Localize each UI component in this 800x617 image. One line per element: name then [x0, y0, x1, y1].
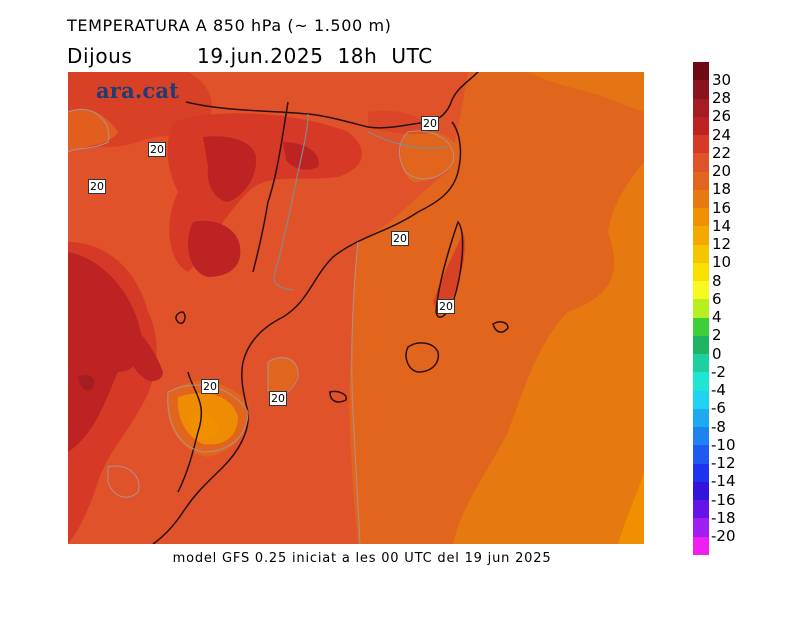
color-scale-label: 26	[712, 107, 732, 126]
color-scale-swatch	[693, 427, 709, 446]
color-scale-swatch	[693, 135, 709, 154]
color-scale-swatch	[693, 500, 709, 519]
contour-label: 20	[148, 142, 166, 157]
color-scale-swatch	[693, 244, 709, 263]
color-scale-swatch	[693, 317, 709, 336]
contour-label: 20	[421, 116, 439, 131]
aracat-logo: ara.cat	[96, 78, 180, 103]
color-scale	[693, 62, 709, 555]
color-scale-swatch	[693, 372, 709, 391]
contour-label: 20	[269, 391, 287, 406]
color-scale-label: -20	[711, 527, 736, 546]
color-scale-swatch	[693, 80, 709, 99]
color-scale-swatch	[693, 189, 709, 208]
color-scale-swatch	[693, 171, 709, 190]
contour-label: 20	[391, 231, 409, 246]
temperature-map	[68, 72, 644, 544]
color-scale-label: -4	[711, 381, 726, 400]
color-scale-label: 12	[712, 235, 732, 254]
color-scale-swatch	[693, 208, 709, 227]
color-scale-label: -2	[711, 362, 726, 381]
temperature-field	[68, 72, 644, 544]
color-scale-label: -14	[711, 472, 736, 491]
color-scale-swatch	[693, 62, 709, 81]
color-scale-swatch	[693, 408, 709, 427]
color-scale-label: 20	[712, 162, 732, 181]
color-scale-swatch	[693, 153, 709, 172]
color-scale-swatch	[693, 226, 709, 245]
color-scale-label: -10	[711, 435, 736, 454]
color-scale-swatch	[693, 536, 709, 555]
color-scale-label: 28	[712, 89, 732, 108]
color-scale-swatch	[693, 481, 709, 500]
color-scale-label: 14	[712, 216, 732, 235]
color-scale-label: -8	[711, 417, 726, 436]
map-title: TEMPERATURA A 850 hPa (~ 1.500 m)	[67, 16, 392, 35]
contour-label: 20	[201, 379, 219, 394]
color-scale-swatch	[693, 116, 709, 135]
contour-label: 20	[88, 179, 106, 194]
color-scale-label: 18	[712, 180, 732, 199]
color-scale-label: 6	[712, 289, 722, 308]
color-scale-swatch	[693, 518, 709, 537]
color-scale-label: 16	[712, 198, 732, 217]
forecast-datetime: Dijous 19.jun.2025 18h UTC	[67, 44, 433, 68]
color-scale-label: 24	[712, 125, 732, 144]
color-scale-swatch	[693, 299, 709, 318]
color-scale-label: -6	[711, 399, 726, 418]
color-scale-label: 22	[712, 143, 732, 162]
color-scale-swatch	[693, 98, 709, 117]
color-scale-label: 8	[712, 271, 722, 290]
color-scale-swatch	[693, 335, 709, 354]
color-scale-swatch	[693, 445, 709, 464]
color-scale-swatch	[693, 262, 709, 281]
color-scale-label: 4	[712, 308, 722, 327]
color-scale-label: 30	[712, 70, 732, 89]
forecast-time: 19.jun.2025 18h UTC	[197, 44, 433, 68]
color-scale-label: 10	[712, 253, 732, 272]
color-scale-label: -18	[711, 508, 736, 527]
color-scale-swatch	[693, 354, 709, 373]
contour-label: 20	[437, 299, 455, 314]
color-scale-label: 0	[712, 344, 722, 363]
color-scale-label: -16	[711, 490, 736, 509]
color-scale-label: -12	[711, 454, 736, 473]
color-scale-label: 2	[712, 326, 722, 345]
color-scale-swatch	[693, 281, 709, 300]
forecast-day: Dijous	[67, 44, 133, 68]
model-footer: model GFS 0.25 iniciat a les 00 UTC del …	[172, 551, 552, 566]
color-scale-swatch	[693, 390, 709, 409]
color-scale-swatch	[693, 463, 709, 482]
